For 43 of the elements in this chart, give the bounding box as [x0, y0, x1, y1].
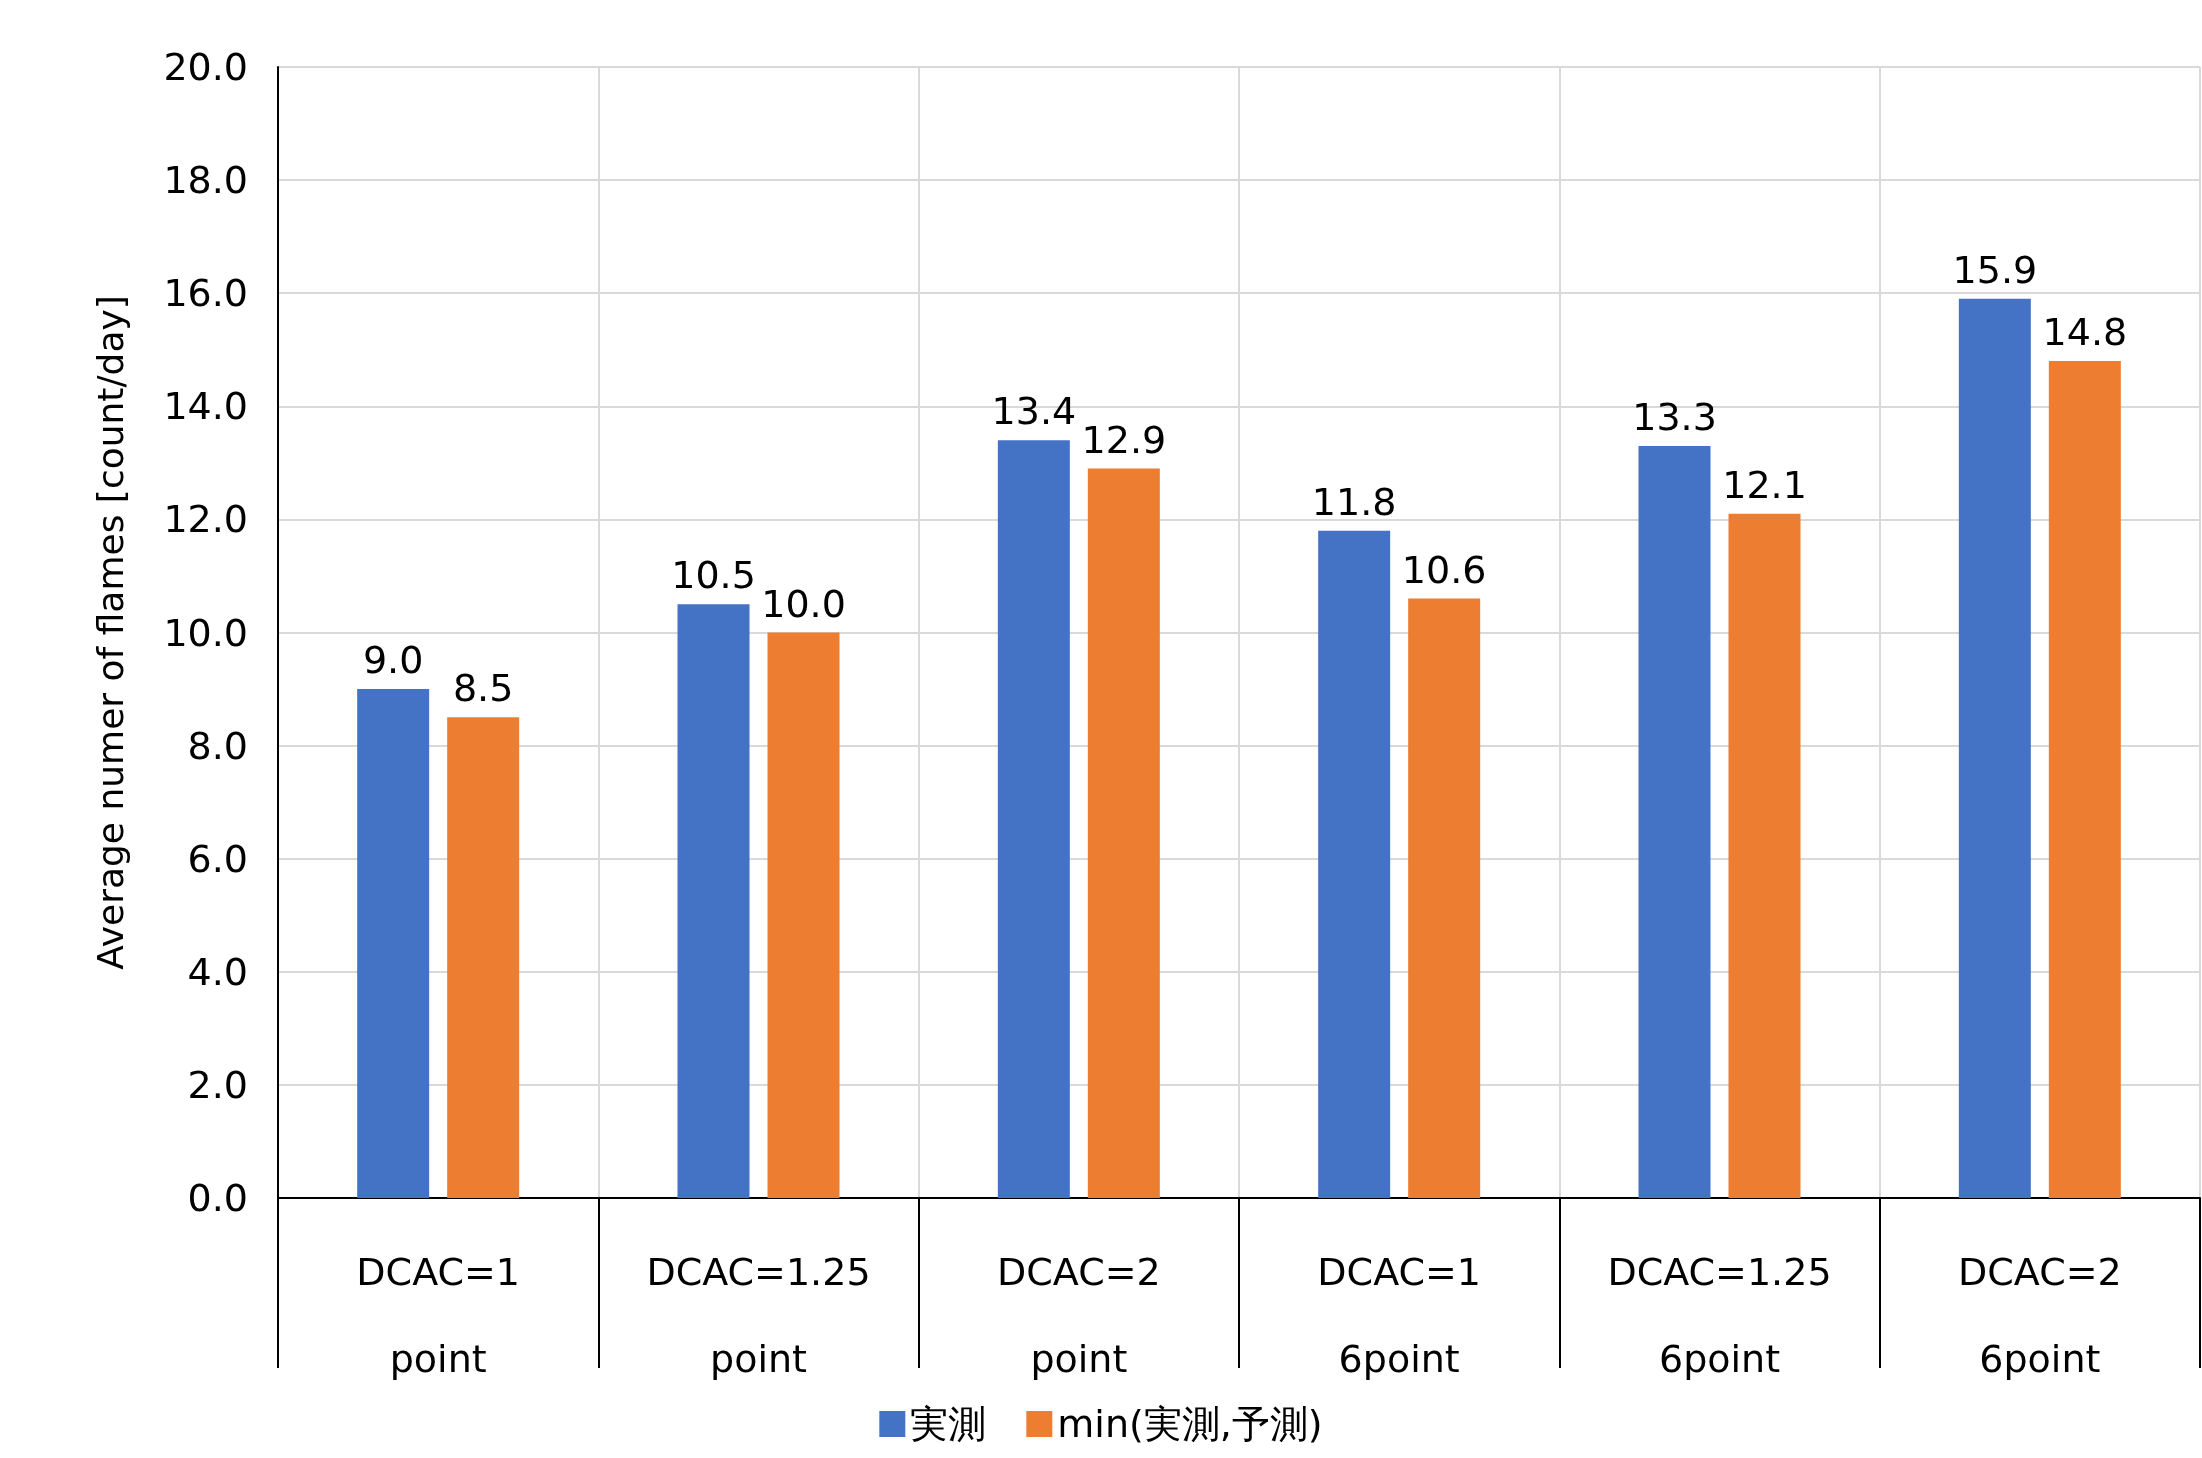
- data-label: 10.6: [1401, 547, 1487, 592]
- y-tick-label: 0.0: [187, 1176, 248, 1220]
- bar: [1087, 468, 1160, 1198]
- data-label: 14.8: [2042, 310, 2128, 355]
- x-tick-label: DCAC=1.25 point: [646, 1249, 871, 1381]
- x-tick-label: DCAC=1 6point: [1317, 1249, 1481, 1381]
- bar: [447, 717, 520, 1198]
- bar: [1408, 598, 1481, 1198]
- data-label: 12.1: [1722, 462, 1807, 507]
- y-axis-title: Average numer of flames [count/day]: [89, 295, 131, 970]
- data-label: 11.8: [1311, 479, 1397, 524]
- y-tick-label: 20.0: [163, 45, 248, 89]
- y-tick-label: 16.0: [163, 271, 248, 316]
- y-tick-label: 6.0: [187, 836, 248, 881]
- bar: [1728, 513, 1801, 1198]
- y-tick-label: 10.0: [163, 610, 248, 655]
- bar: [677, 604, 750, 1198]
- bar: [357, 689, 430, 1198]
- legend-label: 実測: [910, 1402, 987, 1446]
- y-tick-label: 8.0: [187, 723, 248, 768]
- y-tick-label: 18.0: [163, 158, 248, 203]
- data-label: 9.0: [362, 638, 424, 683]
- y-tick-label: 2.0: [187, 1062, 248, 1107]
- data-label: 12.9: [1081, 417, 1167, 462]
- x-tick-label: DCAC=2 6point: [1958, 1249, 2122, 1381]
- data-label: 10.0: [761, 581, 846, 626]
- data-label: 13.4: [991, 389, 1077, 434]
- data-label: 8.5: [452, 666, 514, 711]
- bar: [997, 440, 1070, 1198]
- data-label: 15.9: [1952, 247, 2038, 292]
- bar: [2048, 361, 2121, 1198]
- y-tick-label: 12.0: [163, 497, 248, 542]
- bar: [1958, 298, 2031, 1198]
- bar: [1638, 445, 1711, 1198]
- bar: [1318, 530, 1391, 1198]
- data-label: 13.3: [1632, 394, 1717, 439]
- y-tick-label: 4.0: [187, 949, 248, 994]
- x-tick-label: DCAC=1 point: [356, 1249, 520, 1381]
- bar: [767, 632, 840, 1198]
- data-label: 10.5: [671, 553, 756, 598]
- legend-label: min(実測,予測): [1057, 1402, 1323, 1446]
- x-tick-label: DCAC=1.25 6point: [1607, 1249, 1832, 1381]
- y-tick-label: 14.0: [163, 384, 248, 429]
